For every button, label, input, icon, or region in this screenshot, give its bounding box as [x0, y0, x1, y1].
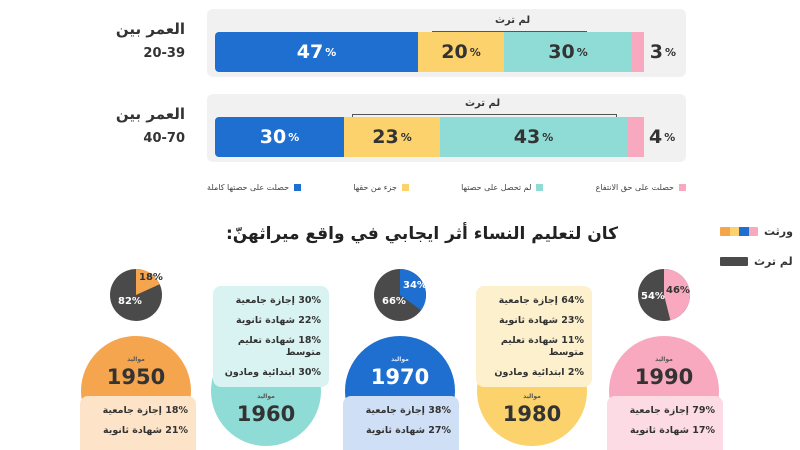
segment-part: 23% — [344, 117, 440, 157]
legend-waived: حصلت على حق الانتفاع — [596, 183, 686, 192]
stat-row: 30% إجازة جامعية — [235, 295, 321, 306]
legend-part-label: جزء من حقها — [353, 183, 397, 192]
era-year: 1950 — [106, 365, 166, 389]
side-legend-inherited-label: ورثت — [764, 225, 793, 238]
legend-waived-label: حصلت على حق الانتفاع — [595, 183, 674, 192]
segment-waived-bar — [627, 117, 644, 157]
age-label-40-70: العمر بين 40-70 — [116, 105, 185, 146]
stat-row: 30% ابتدائية ومادون — [224, 366, 321, 378]
segment-waived-bar — [632, 32, 644, 72]
segment-waived: 4% — [627, 117, 676, 157]
pie-1970 — [374, 269, 426, 321]
era-born-label: مواليد — [655, 356, 673, 363]
segment-none-value: 30 — [548, 41, 575, 63]
era-born-label: مواليد — [257, 393, 275, 400]
segment-waived: 3% — [632, 32, 676, 72]
era-year: 1990 — [634, 365, 694, 389]
stats-1950: 18% إجازة جامعية 21% شهادة ثانوية — [80, 396, 196, 450]
bar-legend: حصلت على حصتها كاملة جزء من حقها لم تحصل… — [207, 183, 686, 192]
pie-1990 — [638, 269, 690, 321]
inheritance-bar: 30% 23% 43% 4% — [215, 117, 676, 157]
inheritance-bar: 47% 20% 30% 3% — [215, 32, 676, 72]
era-year: 1970 — [370, 365, 430, 389]
legend-none-label: لم تحصل على حصتها — [461, 183, 532, 192]
stats-1970: 38% إجازة جامعية 27% شهادة ثانوية — [343, 396, 459, 450]
era-year: 1960 — [236, 402, 296, 426]
age-panel-40-70: لم ترث 30% 23% 43% 4% — [207, 94, 686, 162]
pie-inherited-slice — [400, 269, 426, 311]
pie-1950-not-inherited: 82% — [118, 296, 142, 307]
age-label-line1: العمر بين — [115, 20, 185, 38]
percent-sign: % — [288, 130, 300, 144]
side-legend-inherited: ورثت — [720, 225, 793, 238]
percent-sign: % — [664, 45, 676, 59]
age-label-20-39: العمر بين 20-39 — [116, 20, 185, 61]
stat-row: 21% شهادة ثانوية — [102, 424, 188, 436]
segment-none: 43% — [440, 117, 627, 157]
not-inherited-label: لم ترث — [495, 15, 531, 26]
legend-full-label: حصلت على حصتها كاملة — [207, 183, 290, 192]
not-inherited-stripe — [720, 257, 748, 266]
stat-row: 27% شهادة ثانوية — [365, 424, 451, 436]
segment-full-value: 47 — [296, 41, 324, 63]
stat-row: 38% إجازة جامعية — [365, 405, 451, 416]
percent-sign: % — [542, 130, 554, 144]
percent-sign: % — [576, 45, 588, 59]
legend-swatch-none — [536, 184, 544, 191]
legend-full: حصلت على حصتها كاملة — [207, 183, 302, 192]
percent-sign: % — [469, 45, 481, 59]
segment-none: 30% — [504, 32, 632, 72]
era-year: 1980 — [502, 402, 562, 426]
age-label-line2: 20-39 — [143, 46, 185, 61]
side-legend-not-inherited: لم ترث — [720, 255, 793, 268]
pie-1950-inherited: 18% — [139, 272, 163, 283]
segment-full-value: 30 — [259, 126, 287, 148]
side-legend-not-inherited-label: لم ترث — [754, 255, 793, 268]
legend-part: جزء من حقها — [353, 183, 409, 192]
segment-waived-value: 4 — [649, 126, 663, 148]
stat-row: 79% إجازة جامعية — [629, 405, 715, 416]
stat-row: 2% ابتدائية ومادون — [494, 366, 584, 378]
segment-part: 20% — [418, 32, 504, 72]
legend-none: لم تحصل على حصتها — [461, 183, 544, 192]
segment-part-value: 23 — [372, 126, 399, 148]
pie-1950 — [110, 269, 162, 321]
era-born-label: مواليد — [391, 356, 409, 363]
percent-sign: % — [664, 130, 676, 144]
pie-inherited-slice — [664, 269, 690, 321]
inherited-stripe — [720, 227, 758, 236]
stats-1980: 64% إجازة جامعية 23% شهادة ثانوية 11% شه… — [476, 286, 592, 388]
percent-sign: % — [400, 130, 412, 144]
pie-1990-not-inherited: 54% — [641, 291, 665, 302]
pie-inherited-slice — [136, 269, 160, 295]
segment-waived-value: 3 — [649, 41, 663, 63]
age-label-line1: العمر بين — [115, 105, 185, 123]
stat-row: 23% شهادة ثانوية — [498, 314, 584, 326]
legend-swatch-part — [401, 184, 409, 191]
stat-row: 22% شهادة ثانوية — [235, 314, 321, 326]
legend-swatch-full — [294, 184, 302, 191]
stats-1960: 30% إجازة جامعية 22% شهادة ثانوية 18% شه… — [213, 286, 329, 388]
era-born-label: مواليد — [523, 393, 541, 400]
age-label-line2: 40-70 — [143, 131, 185, 146]
stat-row: 64% إجازة جامعية — [498, 295, 584, 306]
pie-1970-inherited: 34% — [403, 280, 427, 291]
pie-1990-inherited: 46% — [666, 285, 690, 296]
percent-sign: % — [325, 45, 337, 59]
stat-row: 11% شهادة تعليم متوسط — [500, 334, 584, 358]
stat-row: 17% شهادة ثانوية — [629, 424, 715, 436]
segment-part-value: 20 — [441, 41, 468, 63]
section-heading: كان لتعليم النساء أثر ايجابي في واقع مير… — [225, 224, 619, 244]
era-born-label: مواليد — [127, 356, 145, 363]
stats-1990: 79% إجازة جامعية 17% شهادة ثانوية — [607, 396, 723, 450]
age-panel-20-39: لم ترث 47% 20% 30% 3% — [207, 9, 686, 77]
stat-row: 18% إجازة جامعية — [102, 405, 188, 416]
not-inherited-label: لم ترث — [465, 98, 501, 109]
pie-1970-not-inherited: 66% — [382, 296, 406, 307]
stat-row: 18% شهادة تعليم متوسط — [237, 334, 321, 358]
segment-none-value: 43 — [513, 126, 541, 148]
segment-full: 30% — [215, 117, 344, 157]
legend-swatch-waived — [679, 184, 686, 191]
segment-full: 47% — [215, 32, 418, 72]
